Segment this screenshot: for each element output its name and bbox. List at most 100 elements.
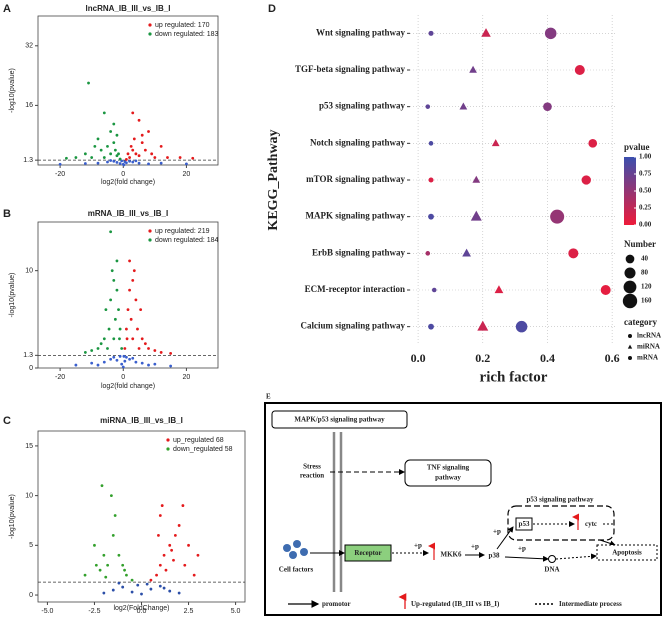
point (96, 137, 100, 141)
point (600, 285, 611, 295)
point (112, 279, 116, 282)
colorbar (624, 157, 636, 225)
plot-frame (37, 221, 219, 369)
legend-label: Intermediate process (559, 600, 622, 608)
point (191, 156, 195, 160)
point (102, 553, 106, 557)
point (90, 349, 94, 352)
legend-label: down regulated: 184 (155, 237, 219, 244)
point (173, 533, 177, 537)
point (140, 337, 144, 341)
point (115, 288, 119, 292)
point (178, 156, 182, 159)
point (136, 583, 140, 587)
point (131, 279, 135, 282)
point (123, 568, 126, 572)
arrow (496, 526, 514, 550)
p53-label: p53 (519, 520, 530, 528)
point (125, 573, 128, 577)
point (425, 251, 431, 256)
point (140, 141, 144, 145)
cell-factors-label: Cell factors (279, 566, 314, 574)
point (96, 363, 100, 367)
point (469, 65, 477, 73)
point (120, 159, 124, 163)
point (130, 578, 134, 582)
point (428, 30, 434, 36)
point (113, 514, 117, 517)
colorbar-label: 0.00 (639, 221, 652, 229)
y-tick-label: 0 (29, 592, 33, 599)
point (543, 102, 552, 112)
colorbar-label: 1.00 (639, 153, 652, 161)
receptor-box (344, 544, 392, 562)
point (627, 344, 633, 349)
p53-node (515, 517, 533, 531)
point (117, 553, 121, 557)
y-tick-label: ErbB signaling pathway (312, 247, 406, 257)
point (109, 230, 113, 234)
point (150, 152, 154, 156)
point (121, 365, 125, 369)
cytc-label: cytc (585, 520, 597, 528)
point (99, 148, 103, 152)
p53-pathway-label: p53 signaling pathway (527, 496, 594, 504)
size-swatch (625, 254, 635, 264)
point (117, 308, 120, 311)
point (102, 591, 106, 595)
point (581, 175, 591, 185)
point (628, 334, 632, 338)
x-tick-label: 0.4 (540, 351, 555, 365)
legend-label: miRNA (637, 343, 660, 351)
x-axis-label: log2(fold change) (101, 179, 155, 186)
stress-label: reaction (300, 472, 324, 480)
point (139, 308, 143, 311)
chart-title: miRNA_IB_III_vs_IB_I (100, 416, 183, 425)
legend-label: mRNA (637, 354, 658, 362)
point (428, 141, 434, 146)
point (83, 162, 87, 165)
x-axis-label: log2(FoldChange) (113, 605, 169, 612)
point (104, 575, 108, 579)
colorbar-label: 0.75 (639, 170, 652, 178)
point (162, 586, 166, 590)
point (96, 161, 100, 165)
legend-label: up regulated: 170 (155, 22, 210, 29)
x-tick-label: -2.5 (88, 608, 100, 615)
point (115, 154, 119, 158)
point (147, 130, 150, 133)
tnf-label: pathway (435, 474, 461, 482)
point (125, 161, 128, 165)
point (131, 337, 135, 341)
x-axis-label: rich factor (480, 369, 548, 385)
point (117, 581, 121, 585)
phospho-label: +p (518, 545, 526, 553)
panel-letter: D (268, 3, 276, 15)
point (147, 162, 150, 166)
legend-swatch (148, 229, 152, 233)
point (118, 337, 121, 341)
point (115, 358, 119, 362)
y-tick-label: 1.3 (23, 157, 33, 164)
point (177, 591, 181, 595)
point (185, 162, 188, 166)
y-tick-label: MAPK signaling pathway (305, 211, 405, 221)
y-tick-label: p53 signaling pathway (319, 101, 406, 111)
point (134, 159, 138, 163)
point (494, 285, 504, 294)
point (128, 156, 131, 159)
x-tick-label: 0.2 (475, 351, 490, 365)
point (181, 504, 185, 507)
apoptosis-box (596, 544, 658, 561)
point (96, 347, 100, 350)
x-tick-label: 0 (121, 374, 125, 381)
point (459, 102, 468, 110)
y-tick-label: 0 (29, 365, 33, 372)
point (113, 148, 117, 152)
point (149, 578, 153, 582)
point (122, 163, 126, 167)
y-tick-label: Calcium signaling pathway (300, 321, 405, 331)
point (118, 157, 122, 161)
dna-label: DNA (544, 566, 559, 574)
